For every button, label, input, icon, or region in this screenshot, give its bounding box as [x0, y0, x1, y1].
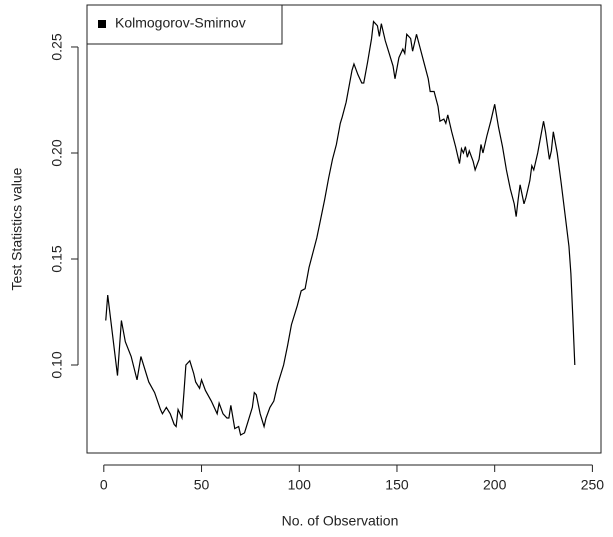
legend-box — [86, 4, 283, 45]
y-tick-label: 0.20 — [49, 139, 65, 166]
x-axis-label: No. of Observation — [282, 513, 399, 529]
y-tick-label: 0.25 — [49, 33, 65, 60]
legend-label: Kolmogorov-Smirnov — [115, 15, 246, 31]
data-line — [105, 20, 576, 436]
x-tick-label: 250 — [581, 477, 605, 493]
y-axis-label: Test Statistics value — [9, 167, 25, 290]
y-tick-label: 0.15 — [49, 245, 65, 272]
y-tick-label: 0.10 — [49, 351, 65, 378]
legend-swatch — [98, 20, 106, 28]
x-tick-label: 0 — [100, 477, 108, 493]
x-tick-label: 200 — [483, 477, 507, 493]
x-tick-label: 150 — [385, 477, 409, 493]
x-tick-label: 100 — [288, 477, 312, 493]
x-tick-label: 50 — [194, 477, 210, 493]
plot-frame — [86, 4, 602, 454]
